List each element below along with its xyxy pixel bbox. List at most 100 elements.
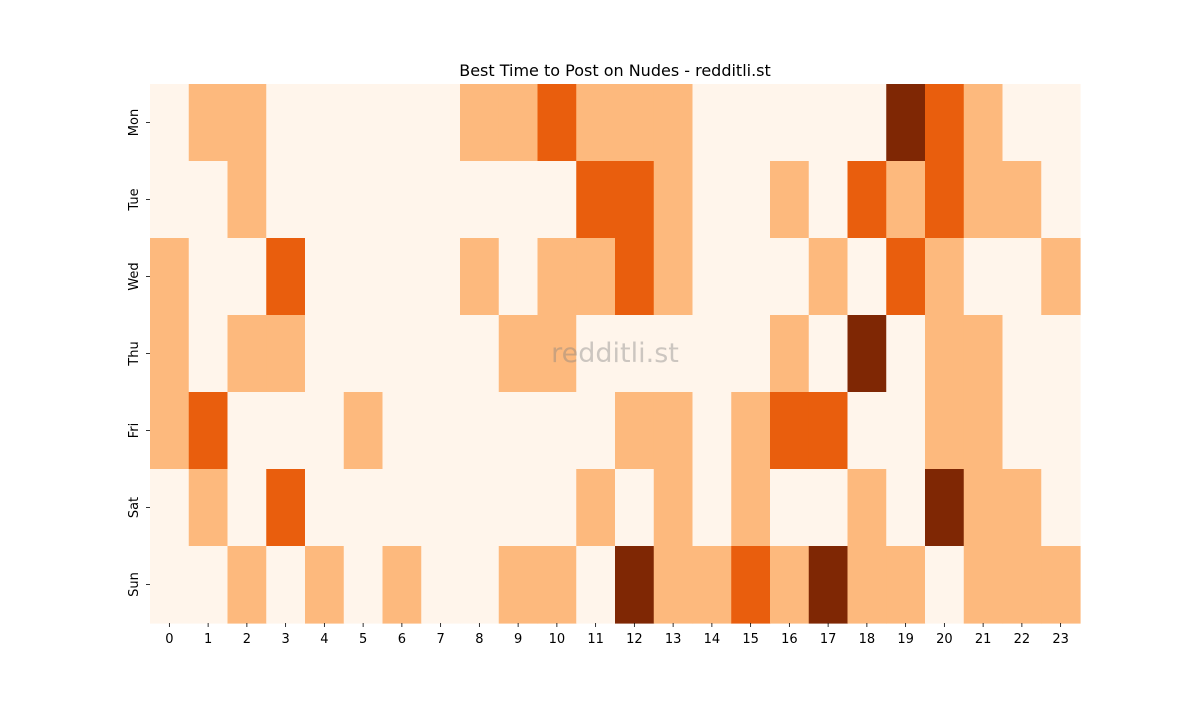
heatmap-cell-wed-17 [808,238,849,316]
heatmap-cell-sun-22 [1002,546,1042,624]
heatmap-cell-wed-20 [925,238,965,316]
heatmap-cell-wed-10 [537,238,577,316]
heatmap-cell-mon-22 [1002,84,1042,162]
heatmap-cell-fri-6 [382,392,422,470]
heatmap-cell-tue-8 [460,161,500,239]
heatmap-cell-sun-15 [731,546,771,624]
heatmap-cell-mon-9 [498,84,539,162]
heatmap-cell-tue-5 [343,161,384,239]
watermark: redditli.st [551,338,679,369]
heatmap-cell-tue-18 [847,161,887,239]
heatmap-cell-fri-19 [886,392,926,470]
heatmap-cell-sat-22 [1002,469,1042,547]
heatmap-cell-thu-10 [537,315,577,393]
heatmap-cell-sun-20 [925,546,965,624]
heatmap-cell-wed-15 [731,238,771,316]
heatmap-cell-mon-0 [150,84,190,162]
heatmap-cell-sun-6 [382,546,422,624]
heatmap-cell-sun-1 [188,546,229,624]
x-tick-label: 9 [514,632,522,647]
heatmap-cell-tue-1 [188,161,229,239]
heatmap-cell-sat-3 [266,469,306,547]
heatmap-cell-tue-16 [770,161,810,239]
heatmap-cell-fri-4 [305,392,345,470]
heatmap-cell-thu-15 [731,315,771,393]
heatmap-cell-thu-6 [382,315,422,393]
heatmap-cell-thu-4 [305,315,345,393]
heatmap-cell-mon-10 [537,84,577,162]
heatmap-cell-wed-14 [692,238,732,316]
x-tick-label: 19 [897,632,914,647]
x-tick-label: 16 [781,632,798,647]
x-tick-label: 20 [936,632,953,647]
heatmap-cell-sun-8 [460,546,500,624]
heatmap-cell-tue-17 [808,161,849,239]
y-tick-label: Thu [127,341,142,366]
heatmap-cell-fri-9 [498,392,539,470]
heatmap-cell-sat-4 [305,469,345,547]
heatmap-cell-sat-21 [963,469,1004,547]
heatmap-cell-sat-23 [1041,469,1081,547]
heatmap-cell-fri-23 [1041,392,1081,470]
heatmap-cell-thu-22 [1002,315,1042,393]
heatmap-cell-sat-19 [886,469,926,547]
heatmap-cell-mon-13 [653,84,694,162]
x-tick-label: 17 [820,632,837,647]
heatmap-cell-tue-23 [1041,161,1081,239]
heatmap-cell-sat-10 [537,469,577,547]
heatmap-cell-tue-20 [925,161,965,239]
heatmap-cell-sat-14 [692,469,732,547]
heatmap-cell-wed-19 [886,238,926,316]
heatmap-cell-mon-21 [963,84,1004,162]
x-tick-label: 11 [587,632,604,647]
heatmap-cell-fri-5 [343,392,384,470]
heatmap-cell-fri-20 [925,392,965,470]
heatmap-cell-sat-9 [498,469,539,547]
heatmap-cell-wed-21 [963,238,1004,316]
heatmap-cell-tue-13 [653,161,694,239]
heatmap-cell-tue-11 [576,161,616,239]
heatmap-cell-sun-21 [963,546,1004,624]
heatmap-cell-fri-16 [770,392,810,470]
heatmap-cell-thu-20 [925,315,965,393]
heatmap-cell-sat-17 [808,469,849,547]
heatmap-cell-sat-8 [460,469,500,547]
heatmap-cell-wed-6 [382,238,422,316]
x-tick-label: 10 [549,632,566,647]
heatmap-cell-wed-1 [188,238,229,316]
x-tick-label: 8 [475,632,483,647]
heatmap-cell-tue-2 [227,161,267,239]
heatmap-cell-wed-3 [266,238,306,316]
heatmap-cell-sat-13 [653,469,694,547]
x-tick-label: 4 [320,632,328,647]
heatmap-cell-wed-8 [460,238,500,316]
x-tick-label: 15 [742,632,759,647]
heatmap-cell-fri-0 [150,392,190,470]
heatmap-cell-fri-15 [731,392,771,470]
heatmap-cell-thu-19 [886,315,926,393]
x-tick-label: 2 [243,632,251,647]
heatmap-cell-sat-18 [847,469,887,547]
heatmap-cell-wed-16 [770,238,810,316]
heatmap-cell-mon-17 [808,84,849,162]
y-tick-label: Sat [127,497,142,518]
heatmap-cell-sun-23 [1041,546,1081,624]
heatmap-cell-wed-2 [227,238,267,316]
heatmap-cell-thu-0 [150,315,190,393]
heatmap-cell-tue-19 [886,161,926,239]
x-tick-label: 21 [975,632,992,647]
heatmap-cell-sun-14 [692,546,732,624]
chart-title: Best Time to Post on Nudes - redditli.st [459,61,771,80]
heatmap-cell-sat-16 [770,469,810,547]
heatmap-cell-thu-3 [266,315,306,393]
heatmap-cell-mon-4 [305,84,345,162]
heatmap-cell-sat-1 [188,469,229,547]
heatmap-cell-thu-23 [1041,315,1081,393]
heatmap-cell-wed-12 [615,238,655,316]
heatmap-cell-thu-17 [808,315,849,393]
heatmap-cell-tue-22 [1002,161,1042,239]
heatmap-cell-thu-12 [615,315,655,393]
heatmap-cell-mon-5 [343,84,384,162]
y-tick-label: Mon [127,109,142,136]
heatmap-cell-mon-23 [1041,84,1081,162]
